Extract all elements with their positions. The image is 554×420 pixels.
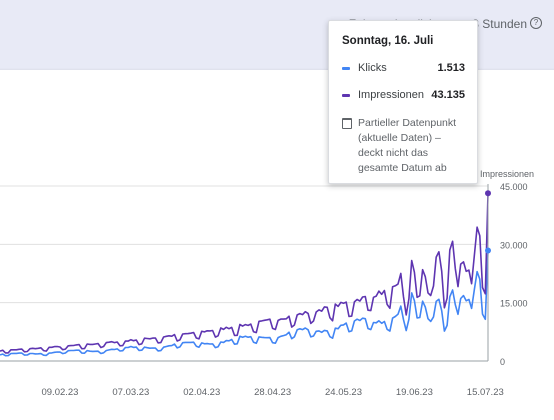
klicks-legend-dash <box>342 67 350 70</box>
tooltip-note-text: Partieller Datenpunkt (aktuelle Daten) –… <box>358 117 457 174</box>
series-line-klicks <box>0 250 489 357</box>
highlight-point-klicks <box>485 247 491 254</box>
tooltip-row-klicks: Klicks 1.513 <box>342 62 465 76</box>
x-tick-label: 02.04.23 <box>183 387 220 398</box>
series-line-impressionen <box>0 193 489 354</box>
y-tick-label: 15.000 <box>500 299 528 309</box>
x-tick-label: 07.03.23 <box>112 387 149 398</box>
y-axis-label: Impressionen <box>480 169 534 179</box>
highlight-point-impressionen <box>485 190 491 197</box>
x-tick-label: 28.04.23 <box>254 387 291 398</box>
help-icon[interactable]: ? <box>530 17 542 29</box>
tooltip-label-impressionen: Impressionen <box>358 89 425 101</box>
y-tick-label: 45.000 <box>500 182 528 192</box>
tooltip-date: Sonntag, 16. Juli <box>342 35 434 47</box>
chart-tooltip: Sonntag, 16. Juli Klicks 1.513 Impressio… <box>328 20 478 184</box>
x-tick-label: 19.06.23 <box>396 387 433 398</box>
x-tick-label: 09.02.23 <box>41 387 78 398</box>
x-tick-label: 24.05.23 <box>325 387 362 398</box>
x-tick-label: 15.07.23 <box>467 387 504 398</box>
impressionen-legend-dash <box>342 94 350 97</box>
tooltip-value-klicks: 1.513 <box>437 62 465 74</box>
calendar-icon <box>342 118 352 129</box>
y-tick-label: 30.000 <box>500 240 528 250</box>
tooltip-label-klicks: Klicks <box>358 62 387 74</box>
y-tick-label: 0 <box>500 357 505 367</box>
tooltip-row-impressionen: Impressionen 43.135 <box>342 89 465 103</box>
tooltip-note: Partieller Datenpunkt (aktuelle Daten) –… <box>342 116 465 176</box>
tooltip-value-impressionen: 43.135 <box>431 89 465 101</box>
